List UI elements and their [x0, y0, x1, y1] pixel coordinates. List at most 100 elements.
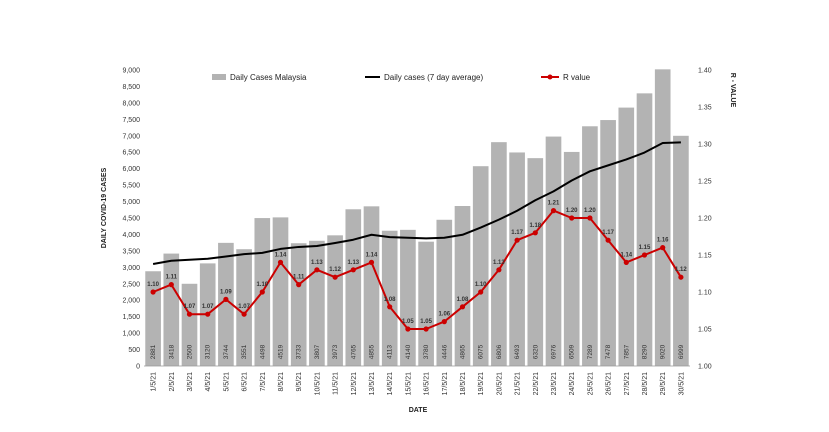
r-value-label: 1.12 — [675, 267, 687, 273]
r-value-label: 1.09 — [220, 289, 232, 295]
bar-value-label: 6493 — [514, 344, 521, 359]
r-point — [405, 326, 411, 332]
r-point — [387, 304, 393, 310]
r-point — [660, 245, 666, 251]
y-tick-label: 1,500 — [122, 314, 140, 321]
bar — [218, 242, 234, 366]
bar-value-label: 3807 — [314, 344, 321, 359]
r-value-label: 1.15 — [639, 245, 651, 251]
r-value-label: 1.10 — [147, 282, 159, 288]
x-tick-label: 20/5/21 — [496, 372, 503, 395]
bar — [272, 217, 289, 366]
bar-value-label: 4855 — [369, 344, 376, 359]
y-tick-label: 2,000 — [122, 298, 140, 305]
y2-tick-label: 1.25 — [698, 179, 712, 186]
r-value-label: 1.14 — [620, 252, 632, 258]
r-value-label: 1.12 — [329, 267, 341, 273]
bar — [400, 229, 416, 366]
bar-value-label: 4519 — [278, 344, 285, 359]
bar — [527, 158, 544, 366]
r-value-label: 1.06 — [438, 312, 450, 318]
x-tick-label: 16/5/21 — [424, 372, 431, 395]
x-tick-label: 8/5/21 — [278, 372, 285, 392]
r-point — [296, 282, 302, 288]
r-point — [678, 274, 684, 280]
r-value-label: 1.08 — [384, 297, 396, 303]
y2-tick-label: 1.05 — [698, 327, 712, 334]
y2-tick-label: 1.40 — [698, 68, 712, 75]
y2-tick-label: 1.00 — [698, 364, 712, 371]
y-axis-title: DAILY COVID-19 CASES — [101, 167, 108, 248]
x-tick-label: 5/5/21 — [223, 372, 230, 392]
bars — [145, 69, 689, 367]
bar-value-label: 6806 — [496, 344, 503, 359]
r-point — [459, 304, 466, 310]
bar-value-label: 3733 — [296, 344, 303, 359]
bar-value-label: 4498 — [259, 344, 266, 359]
x-tick-label: 9/5/21 — [296, 372, 303, 392]
r-point — [441, 319, 447, 325]
r-value-label: 1.05 — [402, 319, 414, 325]
y2-axis-ticks: 1.00 1.05 1.10 1.15 1.20 1.25 1.30 1.35 1.40 — [698, 68, 712, 371]
bar-value-label: 3744 — [223, 344, 230, 359]
y-tick-label: 500 — [128, 347, 140, 354]
x-tick-label: 24/5/21 — [569, 372, 576, 395]
r-point — [587, 215, 593, 221]
legend: Daily Cases Malaysia Daily cases (7 day … — [212, 73, 591, 82]
r-value-label: 1.10 — [256, 282, 268, 288]
r-line — [152, 209, 682, 330]
bar-value-label: 4865 — [460, 344, 467, 359]
r-point — [186, 311, 193, 317]
r-value-label: 1.20 — [584, 208, 596, 214]
bar-value-label: 2881 — [150, 344, 157, 359]
bar — [491, 142, 507, 366]
bar-value-label: 7289 — [587, 344, 594, 359]
x-tick-label: 7/5/21 — [260, 372, 267, 392]
bar — [363, 206, 380, 366]
r-value-label: 1.07 — [202, 304, 214, 310]
r-value-label: 1.10 — [475, 282, 487, 288]
r-value-label: 1.07 — [238, 304, 250, 310]
r-value-label: 1.13 — [493, 260, 505, 266]
bar-value-label: 3418 — [168, 344, 175, 359]
r-value-label: 1.21 — [548, 201, 560, 207]
y-tick-label: 7,000 — [122, 133, 140, 140]
r-line-group: 1.10 1.11 1.07 1.07 1.09 1.07 1.10 1.14 1.11 1.13… — [147, 201, 687, 332]
x-tick-label: 21/5/21 — [515, 372, 522, 395]
bar-value-label: 4446 — [441, 344, 448, 359]
bar — [600, 120, 616, 367]
r-value-label: 1.11 — [293, 275, 305, 281]
r-value-label: 1.05 — [420, 319, 432, 325]
x-tick-label: 15/5/21 — [405, 372, 412, 395]
bar-value-label: 6976 — [551, 344, 558, 359]
r-point — [259, 289, 265, 295]
r-point — [223, 296, 229, 302]
r-point — [368, 259, 375, 265]
x-tick-label: 29/5/21 — [660, 372, 667, 395]
x-tick-label: 13/5/21 — [369, 372, 376, 395]
bar — [618, 107, 635, 366]
r-value-label: 1.07 — [184, 304, 196, 310]
x-tick-label: 4/5/21 — [205, 372, 212, 392]
r-point — [350, 267, 356, 273]
x-tick-label: 1/5/21 — [151, 372, 158, 392]
r-point — [605, 237, 611, 243]
x-tick-label: 30/5/21 — [678, 372, 685, 395]
y-tick-label: 0 — [136, 364, 140, 371]
x-tick-label: 3/5/21 — [187, 372, 194, 392]
r-value-label: 1.11 — [166, 275, 178, 281]
bar — [381, 230, 398, 366]
y-tick-label: 4,000 — [122, 232, 140, 239]
y-tick-label: 7,500 — [122, 117, 140, 124]
bar — [290, 243, 307, 366]
r-point — [623, 259, 629, 265]
bar — [636, 93, 653, 367]
bar-value-label: 2500 — [187, 344, 194, 359]
x-tick-label: 23/5/21 — [551, 372, 558, 395]
y2-tick-label: 1.10 — [698, 290, 712, 297]
y-axis-ticks: 0 500 1,000 1,500 2,000 2,500 3,000 3,500 4,000 4… — [122, 68, 140, 371]
r-point — [532, 230, 538, 236]
r-value-label: 1.17 — [602, 230, 614, 236]
bar-value-label: 6999 — [678, 344, 685, 359]
